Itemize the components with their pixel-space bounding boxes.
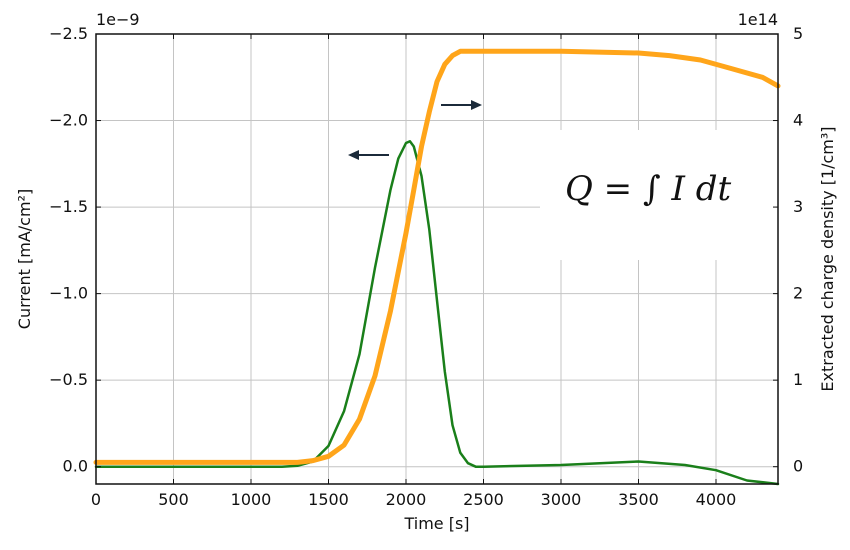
left-tick-label: −1.5: [49, 197, 88, 216]
formula-annotation: Q = ∫ I dt: [565, 169, 732, 209]
right-tick-label: 4: [793, 111, 803, 130]
left-arrow-icon-head: [348, 150, 359, 160]
right-offset-label: 1e14: [738, 10, 778, 29]
right-arrow-icon-head: [471, 100, 482, 110]
x-tick-label: 1000: [231, 490, 272, 509]
left-tick-label: 0.0: [63, 457, 88, 476]
x-tick-label: 4000: [696, 490, 737, 509]
x-tick-label: 3500: [618, 490, 659, 509]
left-tick-label: −1.0: [49, 284, 88, 303]
x-axis-label: Time [s]: [403, 514, 469, 533]
left-tick-label: −2.0: [49, 111, 88, 130]
current-line: [94, 140, 780, 486]
plot-frame: [95, 33, 779, 485]
left-arrow-icon: [348, 150, 389, 160]
right-tick-label: 5: [793, 24, 803, 43]
x-tick-label: 2500: [463, 490, 504, 509]
right-arrow-icon: [441, 100, 482, 110]
annotation-layer: [348, 100, 776, 260]
y-axis-label-left: Current [mA/cm²]: [15, 189, 34, 329]
x-tick-label: 500: [158, 490, 189, 509]
ticks-layer: 0 500 1000 1500 2000 2500 3000 3500 4000 −2.5 −2.0…: [49, 24, 803, 509]
right-tick-label: 3: [793, 197, 803, 216]
charge-density-line: [93, 48, 781, 465]
x-tick-label: 0: [91, 490, 101, 509]
left-tick-label: −2.5: [49, 24, 88, 43]
left-tick-label: −0.5: [49, 370, 88, 389]
x-tick-label: 2000: [386, 490, 427, 509]
y-axis-label-right: Extracted charge density [1/cm³]: [818, 126, 837, 391]
right-tick-label: 2: [793, 284, 803, 303]
formula-background: [540, 130, 776, 260]
x-tick-label: 1500: [308, 490, 349, 509]
right-tick-label: 0: [793, 457, 803, 476]
left-offset-label: 1e−9: [96, 10, 140, 29]
right-tick-label: 1: [793, 370, 803, 389]
series-layer: [93, 48, 781, 486]
x-tick-label: 3000: [541, 490, 582, 509]
